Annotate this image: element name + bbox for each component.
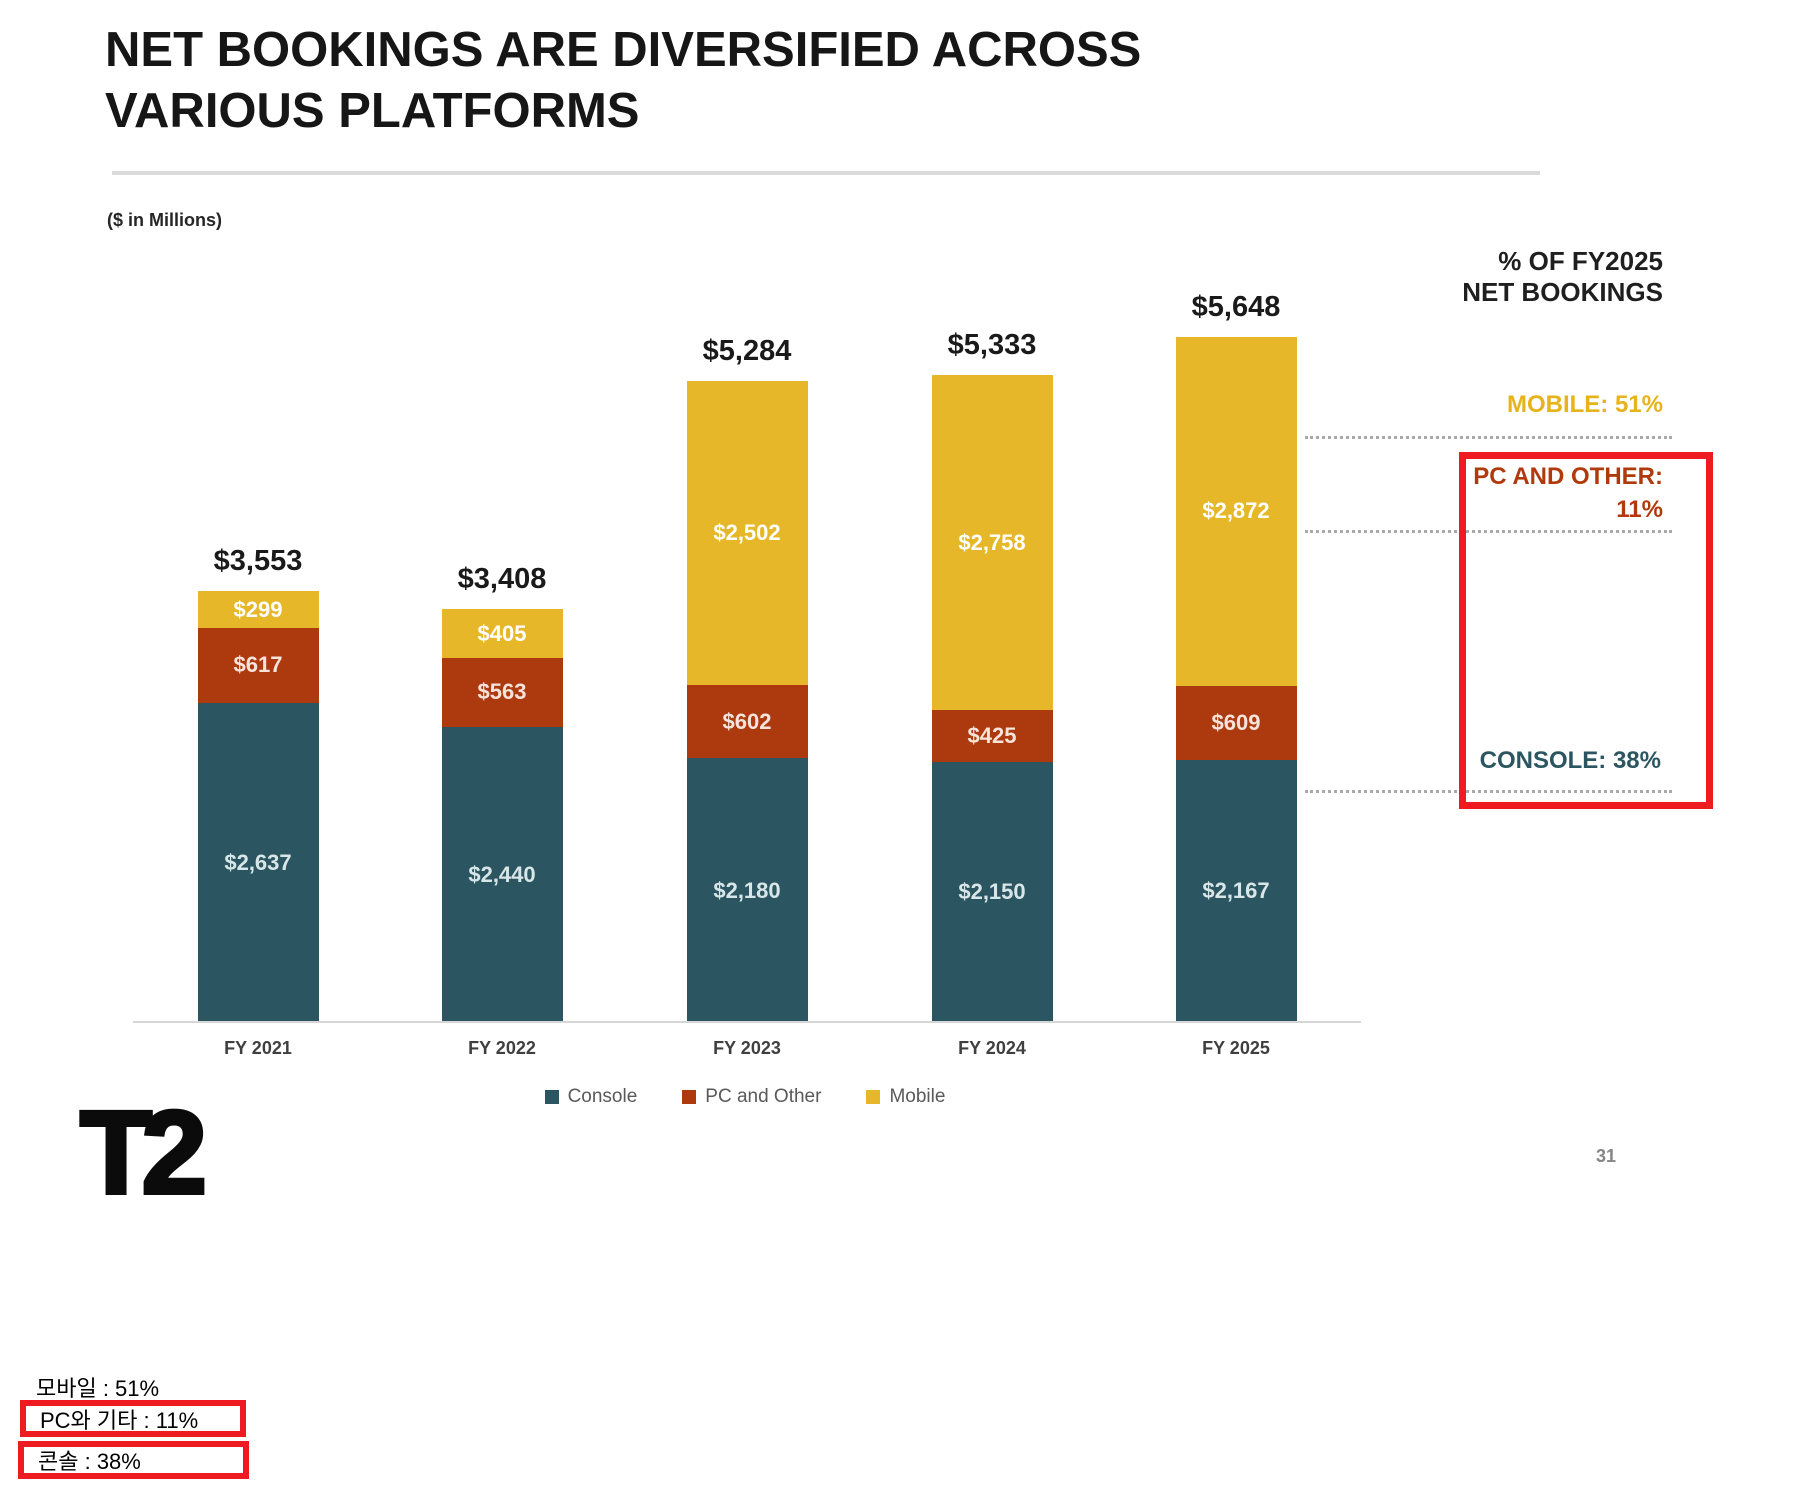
pc-pct-line1: PC AND OTHER: [1473,463,1663,490]
segment-console: $2,180 [686,758,808,1023]
pc-and-other-pct-label: PC AND OTHER: 11% [1473,460,1663,526]
bar-total-label: $5,333 [947,329,1037,362]
segment-pc-and-other: $617 [197,627,319,703]
pct-of-fy2025-header: % OF FY2025 NET BOOKINGS [1462,246,1663,308]
page-title: NET BOOKINGS ARE DIVERSIFIED ACROSS VARIO… [105,20,1205,142]
pct-header-line2: NET BOOKINGS [1462,277,1663,307]
segment-mobile: $2,872 [1175,337,1297,686]
segment-mobile: $405 [441,609,563,659]
page-title-line1: NET BOOKINGS ARE DIVERSIFIED ACROSS [105,23,1142,77]
bar-total-label: $3,553 [213,545,303,578]
legend-swatch-icon [866,1090,881,1104]
korean-note-console-box: 콘솔 : 38% [18,1441,249,1479]
segment-mobile: $2,502 [686,381,808,686]
segment-pc-and-other: $602 [686,685,808,759]
legend-label: Mobile [889,1086,946,1107]
segment-value-label: $2,440 [468,861,536,887]
segment-value-label: $425 [967,723,1017,749]
legend-swatch-icon [544,1090,559,1104]
segment-value-label: $299 [233,596,283,622]
segment-value-label: $405 [477,620,527,646]
segment-value-label: $602 [722,708,772,734]
dotted-separator-3 [1305,790,1672,793]
segment-value-label: $609 [1211,709,1261,735]
pc-pct-line2: 11% [1616,496,1663,523]
segment-pc-and-other: $609 [1175,685,1297,760]
x-axis-line [133,1021,1361,1023]
x-axis-label: FY 2024 [958,1038,1026,1058]
segment-value-label: $2,167 [1202,878,1270,904]
x-axis-label: FY 2022 [468,1038,536,1058]
console-pct-label: CONSOLE: 38% [1479,747,1661,774]
segment-mobile: $299 [197,591,319,628]
units-note: ($ in Millions) [107,210,222,230]
x-axis-label: FY 2023 [713,1038,781,1058]
legend-label: PC and Other [705,1086,822,1107]
segment-value-label: $2,637 [224,849,292,875]
segment-console: $2,167 [1175,759,1297,1023]
dotted-separator-2 [1305,530,1672,533]
korean-note-mobile: 모바일 : 51% [36,1376,160,1401]
title-divider [112,171,1540,175]
segment-value-label: $2,502 [713,520,781,546]
t2-logo: T2 [78,1087,209,1219]
legend-item-console: Console [544,1086,638,1108]
segment-console: $2,637 [197,702,319,1023]
page-title-line2: VARIOUS PLATFORMS [105,84,640,138]
bar-total-label: $5,648 [1191,291,1281,323]
korean-note-pc: PC와 기타 : 11% [40,1407,199,1433]
x-axis-label: FY 2021 [224,1038,292,1058]
x-axis-label: FY 2025 [1202,1038,1270,1058]
dotted-separator-1 [1305,436,1672,439]
segment-console: $2,150 [931,761,1053,1023]
legend-label: Console [567,1086,638,1107]
bar-total-label: $5,284 [702,335,792,368]
segment-pc-and-other: $425 [931,710,1053,762]
segment-value-label: $2,758 [958,529,1026,555]
red-highlight-box [1459,452,1713,809]
korean-note-console: 콘솔 : 38% [38,1449,141,1474]
segment-mobile: $2,758 [931,375,1053,711]
segment-value-label: $617 [233,652,283,678]
chart-legend: Console PC and Other Mobile [130,1086,1360,1108]
segment-value-label: $2,150 [958,879,1026,905]
segment-value-label: $563 [477,679,527,705]
segment-console: $2,440 [441,726,563,1023]
segment-pc-and-other: $563 [441,658,563,727]
legend-item-mobile: Mobile [866,1086,945,1108]
korean-note-pc-box: PC와 기타 : 11% [20,1400,246,1437]
segment-value-label: $2,180 [713,877,781,903]
legend-swatch-icon [682,1090,697,1104]
segment-value-label: $2,872 [1202,498,1270,524]
mobile-pct-label: MOBILE: 51% [1506,391,1663,418]
legend-item-pc-and-other: PC and Other [682,1086,821,1108]
bar-total-label: $3,408 [457,563,547,596]
page-number: 31 [1596,1146,1617,1166]
pct-header-line1: % OF FY2025 [1498,246,1663,276]
